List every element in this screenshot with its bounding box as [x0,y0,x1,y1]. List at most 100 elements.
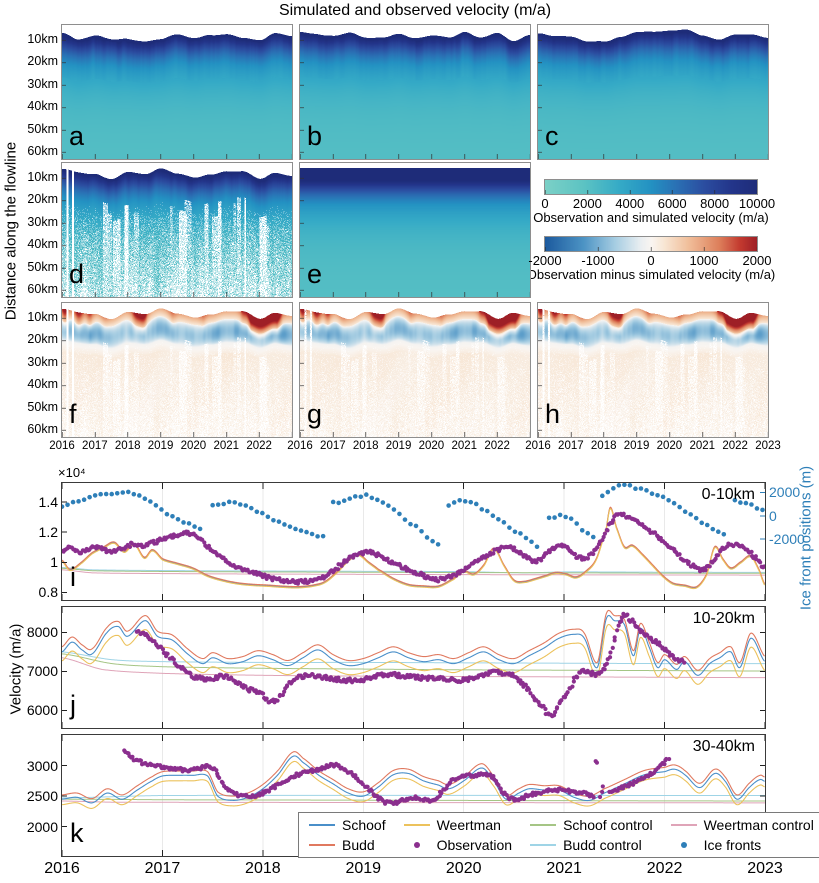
right-y-tick-label: 0 [769,507,777,524]
heatmap-x-tick-label: 2020 [180,440,207,452]
panel-letter-k: k [70,818,84,848]
heatmap-x-tick-label: 2020 [656,440,683,452]
panel-letter-d: d [69,259,85,289]
x-axis-year-label: 2020 [445,860,482,877]
legend: Schoof Budd Weertman Observation Schoof cont… [298,812,819,858]
colorbar-velocity [544,179,758,195]
colorbar-velocity-caption: Observation and simulated velocity (m/a) [533,210,769,225]
legend-item-budd-control: Budd control [530,837,653,853]
heatmap-panel-g [299,302,531,438]
y-tick-label: 2000 [26,818,58,835]
y-tick-label: 8000 [26,624,58,641]
heatmap-panel-d [61,162,293,298]
km-tick-label: 20km [27,332,58,347]
x-axis-year-label: 2019 [345,860,382,877]
heatmap-x-tick-label: 2016 [287,440,313,452]
heatmap-x-tick-label: 2016 [49,440,75,452]
legend-dot-swatch-icon [671,842,697,848]
heatmap-panel-g-canvas [300,303,530,437]
y-tick-label: 1 [50,554,58,571]
colorbar-diff-caption: Observation minus simulated velocity (m/… [526,267,776,282]
colorbar-tick-label: 2000 [572,196,602,211]
legend-item-weertman: Weertman [403,817,512,833]
colorbar-diff-canvas [545,237,757,251]
panel-letter-j: j [70,690,76,720]
panel-letter-h: h [545,399,561,429]
legend-column: Weertman Observation [403,817,512,853]
km-tick-label: 60km [27,422,58,436]
heatmap-x-tick-label: 2018 [114,440,141,452]
heatmap-x-tick-label: 2022 [246,440,272,452]
colorbar-tick-label: -2000 [528,253,562,268]
colorbar-tick-label: 4000 [615,196,645,211]
km-tick-label: 50km [27,259,58,274]
heatmap-panel-f [61,302,293,438]
colorbar-tick-label: -1000 [581,253,615,268]
heatmap-x-tick-label: 2021 [689,440,716,452]
region-label-i: 0-10km [701,486,755,503]
x-axis-year-label: 2018 [245,860,281,877]
km-tick-label: 30km [27,354,58,369]
legend-label: Budd control [563,837,642,853]
right-y-tick-label: 2000 [769,484,801,501]
heatmap-x-tick-label: 2018 [352,440,379,452]
legend-column: Weertman control Ice fronts [670,817,814,853]
heatmap-x-tick-label: 2019 [147,440,174,452]
heatmap-x-tick-label: 2016 [525,440,551,452]
heatmap-x-tick-label: 2022 [722,440,748,452]
legend-item-schoof: Schoof [309,817,386,833]
heatmap-panel-a-canvas [62,25,292,159]
x-axis-year-label: 2023 [747,860,783,877]
legend-label: Weertman control [703,817,814,833]
legend-dot-swatch-icon [404,842,430,848]
heatmap-panel-d-canvas [62,163,292,297]
km-tick-label: 40km [27,377,58,392]
y-tick-label: 3000 [26,757,58,774]
panel-letter-i: i [70,562,76,592]
heatmap-panel-b [299,24,531,160]
heatmap-panel-b-canvas [300,25,530,159]
right-y-tick-label: -2000 [769,531,805,548]
colorbar-tick-label: 0 [541,196,549,211]
timeseries-panel-i-canvas [62,483,765,600]
legend-item-budd: Budd [309,837,386,853]
colorbar-tick-label: 0 [647,253,655,268]
colorbar-tick-label: 1000 [689,253,719,268]
colorbar-tick-label: 2000 [742,253,772,268]
legend-item-weertman-control: Weertman control [670,817,814,833]
heatmap-x-tick-label: 2017 [82,440,108,452]
heatmap-x-tick-label: 2019 [385,440,412,452]
heatmap-panel-c [537,24,769,160]
heatmap-x-tick-label: 2023 [755,440,781,452]
figure-title: Simulated and observed velocity (m/a) [278,2,552,19]
x-axis-year-label: 2017 [144,860,181,877]
km-tick-label: 50km [27,399,58,414]
heatmap-x-tick-label: 2017 [558,440,584,452]
panel-letter-e: e [307,259,323,289]
panel-letter-a: a [69,121,85,151]
y-tick-label: 1.2 [38,524,58,541]
legend-line-swatch-icon [309,844,335,846]
km-tick-label: 30km [27,214,58,229]
legend-column: Schoof Budd [309,817,386,853]
y-tick-label: 1.4 [38,493,58,510]
km-tick-label: 10km [27,310,58,324]
heatmap-x-tick-label: 2021 [451,440,478,452]
timeseries-panel-j [61,606,766,729]
heatmap-panel-f-canvas [62,303,292,437]
y-tick-label: 2500 [26,788,58,805]
legend-column: Schoof control Budd control [530,817,653,853]
legend-line-swatch-icon [530,824,557,826]
legend-line-swatch-icon [403,824,430,826]
km-tick-label: 50km [27,121,58,136]
legend-label: Budd [342,837,375,853]
legend-line-swatch-icon [670,824,697,826]
colorbar-diff [544,236,758,252]
heatmap-x-tick-label: 2019 [623,440,650,452]
timeseries-panel-j-canvas [62,607,765,728]
heatmap-x-tick-label: 2018 [590,440,617,452]
panel-letter-c: c [545,121,559,151]
colorbar-velocity-canvas [545,180,757,194]
region-label-j: 10-20km [692,610,755,627]
legend-item-ice-fronts: Ice fronts [671,837,814,853]
